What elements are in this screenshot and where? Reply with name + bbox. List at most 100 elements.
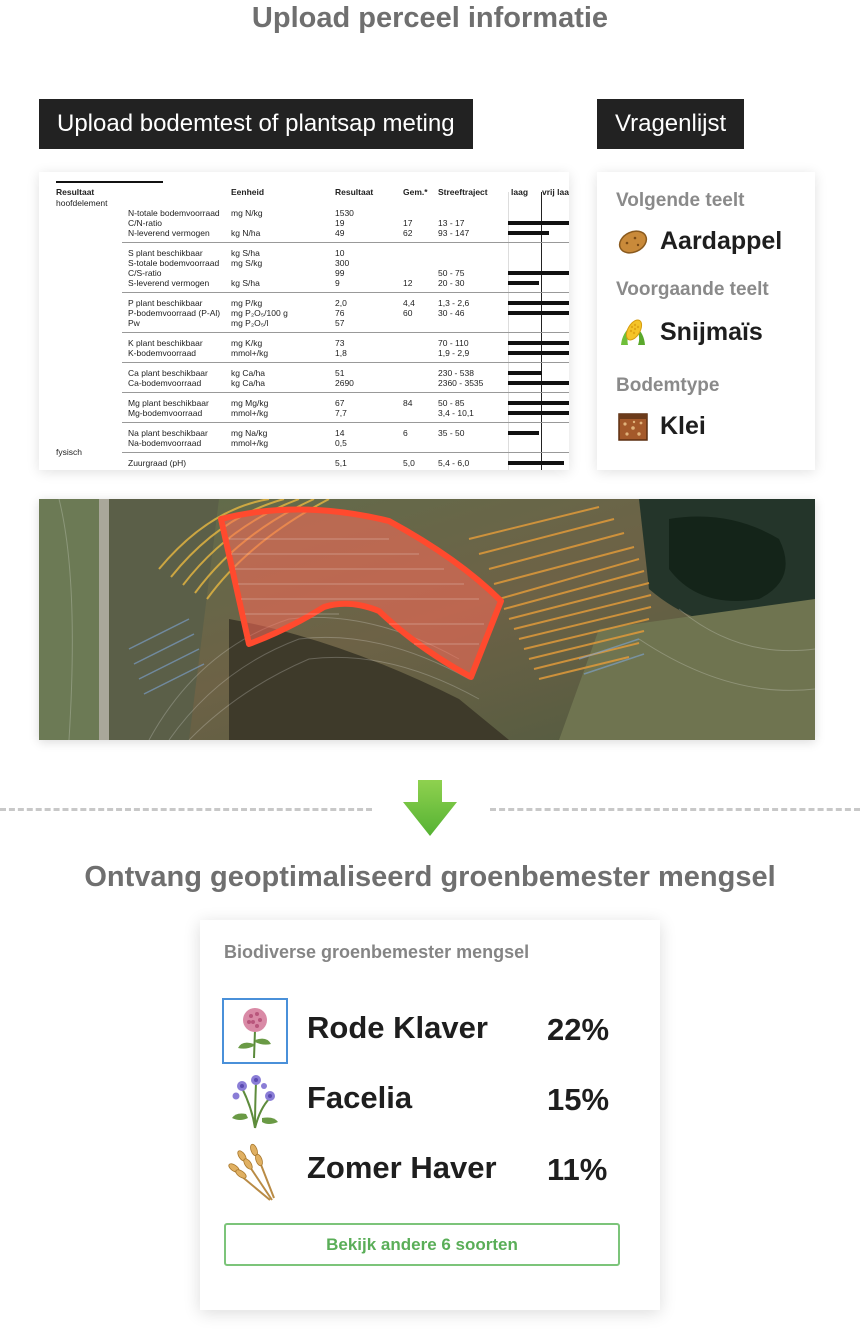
report-col-unit: Eenheid [231,187,265,197]
mix-item-facelia[interactable]: Facelia 15% [222,1068,642,1134]
previous-crop-value[interactable]: Snijmaïs [616,315,763,349]
report-row-result: 10 [335,248,345,258]
report-row-unit: mg P/kg [231,298,263,308]
report-row-name: P plant beschikbaar [128,298,203,308]
oat-thumbnail[interactable] [222,1138,288,1204]
report-group-physical: fysisch [56,447,82,457]
report-row-unit: kg S/ha [231,278,260,288]
report-row-name: Ca-bodemvoorraad [128,378,202,388]
report-row-name: N-totale bodemvoorraad [128,208,220,218]
mix-item-zomer-haver[interactable]: Zomer Haver 11% [222,1138,642,1204]
mix-item-percentage: 22% [547,1012,610,1047]
phacelia-thumbnail[interactable] [222,1068,288,1134]
phacelia-icon [232,1075,278,1129]
report-row-name: P-bodemvoorraad (P-Al) [128,308,221,318]
report-row-name: K plant beschikbaar [128,338,203,348]
report-row-target: 230 - 538 [438,368,474,378]
report-row-result: 51 [335,368,345,378]
report-row-average: 60 [403,308,413,318]
report-row-unit: kg Ca/ha [231,378,266,388]
report-row-result: 76 [335,308,345,318]
soil-type-label: Bodemtype [616,375,720,396]
report-col-value: Resultaat [335,187,374,197]
report-row-bar [508,461,564,465]
report-row-result: 5,1 [335,458,347,468]
field-map[interactable] [39,499,815,740]
report-row-name: K-bodemvoorraad [128,348,197,358]
report-row-target: 5,4 - 6,0 [438,458,470,468]
report-row-target: 13 - 17 [438,218,465,228]
report-row-bar [508,431,539,435]
report-row-name: Zuurgraad (pH) [128,458,187,468]
corn-icon [621,319,645,345]
potato-icon [618,230,648,254]
report-row-bar [508,231,549,235]
report-row-average: 12 [403,278,413,288]
report-row-bar [508,311,569,315]
report-row-result: 67 [335,398,345,408]
report-row-target: 30 - 46 [438,308,465,318]
oat-icon [228,1143,275,1201]
report-row-unit: mmol+/kg [231,408,269,418]
report-row-name: S-totale bodemvoorraad [128,258,220,268]
next-crop-label: Volgende teelt [616,190,745,211]
report-row-unit: mg Mg/kg [231,398,269,408]
soil-report: Resultaat hoofdelement Eenheid Resultaat… [39,172,569,470]
report-row-bar [508,371,542,375]
soil-type-value[interactable]: Klei [616,409,706,443]
report-row-result: 2,0 [335,298,347,308]
mix-item-name: Zomer Haver [307,1150,497,1185]
upload-soil-test-button[interactable]: Upload bodemtest of plantsap meting [39,99,473,149]
report-col-fairly-low: vrij laag [542,187,569,197]
report-row-target: 50 - 75 [438,268,465,278]
mix-card: Biodiverse groenbemester mengsel Rode Kl… [200,920,660,1310]
report-row-target: 50 - 85 [438,398,465,408]
report-row-bar [508,381,569,385]
report-row-result: 300 [335,258,350,268]
report-row-name: Na-bodemvoorraad [128,438,202,448]
report-row-name: S plant beschikbaar [128,248,203,258]
report-row-target: 1,9 - 2,9 [438,348,470,358]
mix-item-name: Rode Klaver [307,1010,488,1045]
report-row-average: 62 [403,228,413,238]
report-row-bar [508,351,569,355]
mix-title: Biodiverse groenbemester mengsel [224,942,530,962]
report-row-unit: mmol+/kg [231,438,269,448]
report-row-bar [508,281,539,285]
report-row-target: 93 - 147 [438,228,470,238]
report-row-target: 2360 - 3535 [438,378,484,388]
report-row-unit: mg N/kg [231,208,263,218]
questionnaire-card: Volgende teelt Aardappel Voorgaande teel… [597,172,815,470]
report-row-result: 73 [335,338,345,348]
view-more-species-button[interactable]: Bekijk andere 6 soorten [224,1223,620,1266]
report-row-name: Mg plant beschikbaar [128,398,209,408]
report-row-average: 5,0 [403,458,415,468]
report-row-result: 7,7 [335,408,347,418]
report-row-name: Pw [128,318,140,328]
previous-crop-label: Voorgaande teelt [616,279,769,300]
report-row-average: 17 [403,218,413,228]
report-row-target: 35 - 50 [438,428,465,438]
report-row-result: 1530 [335,208,354,218]
report-row-result: 49 [335,228,345,238]
questionnaire-button[interactable]: Vragenlijst [597,99,745,149]
report-row-unit: mmol+/kg [231,348,269,358]
report-row-unit: mg Na/kg [231,428,268,438]
report-row-result: 14 [335,428,345,438]
report-row-name: C/N-ratio [128,218,163,228]
report-row-bar [508,301,569,305]
report-row-name: Na plant beschikbaar [128,428,208,438]
clover-thumbnail[interactable] [222,998,288,1064]
arrow-down-icon [403,780,457,836]
soil-icon [618,413,648,441]
report-row-bar [508,221,569,225]
clover-icon [238,1008,271,1059]
report-row-name: S-leverend vermogen [128,278,210,288]
report-row-bar [508,271,569,275]
report-row-unit: kg N/ha [231,228,261,238]
report-row-target: 70 - 110 [438,338,469,348]
report-row-unit: mg P₂O₅/100 g [231,308,288,318]
report-row-target: 1,3 - 2,6 [438,298,470,308]
next-crop-value[interactable]: Aardappel [616,224,782,258]
mix-item-rode-klaver[interactable]: Rode Klaver 22% [222,998,642,1064]
